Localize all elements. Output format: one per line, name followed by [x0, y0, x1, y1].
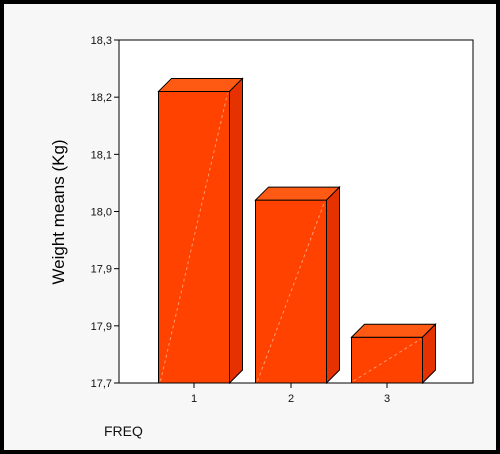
bar-highlight: [257, 201, 325, 382]
y-axis-ticks: 17,7 17,9 17,9 18,0 18,1 18,2 18,3: [91, 35, 119, 390]
x-tick-label: 2: [288, 393, 294, 405]
bar: [350, 323, 437, 385]
bar-highlight: [353, 338, 421, 382]
bar-highlight: [160, 93, 228, 382]
bar-side: [422, 323, 436, 385]
y-tick-label: 18,3: [91, 35, 112, 47]
y-tick-label: 18,1: [91, 149, 112, 161]
bar-top: [254, 186, 341, 201]
bar-top: [157, 77, 244, 92]
bar: [254, 185, 341, 385]
y-tick-label: 17,9: [91, 321, 112, 333]
bar-top: [350, 323, 437, 338]
y-tick-label: 18,2: [91, 92, 112, 104]
bar: [157, 77, 244, 385]
y-tick-label: 17,9: [91, 264, 112, 276]
bar-chart: 17,7 17,9 17,9 18,0 18,1 18,2 18,3 1 2 3 Weight …: [49, 35, 474, 439]
x-tick-label: 3: [384, 393, 390, 405]
x-axis-title: FREQ: [104, 423, 143, 439]
bar-side: [326, 185, 340, 385]
x-tick-label: 1: [191, 393, 197, 405]
bar-side: [229, 77, 243, 385]
bars: [157, 77, 437, 385]
bar-front: [351, 336, 423, 384]
x-axis-ticks: 1 2 3: [191, 383, 390, 405]
bar-front: [158, 90, 230, 384]
y-tick-label: 17,7: [91, 378, 112, 390]
y-axis-title: Weight means (Kg): [49, 139, 68, 284]
bar-front: [255, 199, 327, 384]
y-tick-label: 18,0: [91, 207, 112, 219]
